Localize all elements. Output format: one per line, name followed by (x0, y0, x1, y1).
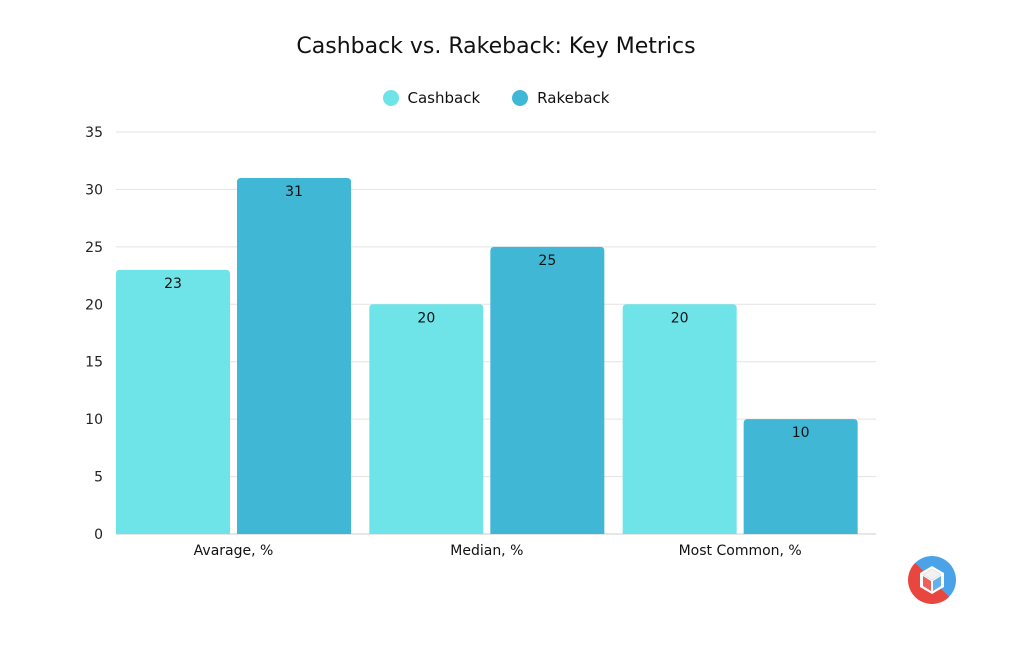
legend-label-cashback: Cashback (407, 89, 481, 107)
bar-rakeback (743, 419, 858, 534)
bar-rakeback (237, 177, 351, 534)
bar-cashback (369, 304, 484, 534)
x-category-label: Median, % (450, 543, 523, 559)
bar-cashback (116, 269, 230, 534)
data-label: 25 (538, 253, 556, 269)
x-category-label: Most Common, % (679, 543, 802, 559)
y-tick-label: 10 (85, 412, 103, 428)
y-tick-label: 25 (85, 240, 103, 256)
y-tick-label: 30 (85, 182, 103, 198)
cube-logo-icon (908, 556, 956, 604)
bar-rakeback (490, 246, 605, 534)
legend-label-rakeback: Rakeback (537, 89, 610, 107)
data-label: 20 (671, 310, 689, 326)
legend-item-rakeback: Rakeback (512, 89, 609, 107)
legend: Cashback Rakeback (0, 89, 992, 107)
legend-swatch-cashback (382, 90, 399, 106)
x-category-label: Avarage, % (194, 543, 274, 559)
y-tick-label: 35 (85, 125, 103, 141)
bar-cashback (622, 304, 737, 534)
y-tick-label: 5 (94, 470, 103, 486)
y-tick-label: 20 (85, 297, 103, 313)
legend-swatch-rakeback (512, 90, 529, 106)
data-label: 23 (164, 276, 182, 292)
data-label: 20 (417, 310, 435, 326)
y-tick-label: 0 (94, 527, 103, 543)
data-label: 31 (285, 184, 303, 200)
chart-title: Cashback vs. Rakeback: Key Metrics (296, 34, 696, 59)
y-tick-label: 15 (85, 355, 103, 371)
legend-item-cashback: Cashback (382, 89, 481, 107)
data-label: 10 (792, 425, 810, 441)
